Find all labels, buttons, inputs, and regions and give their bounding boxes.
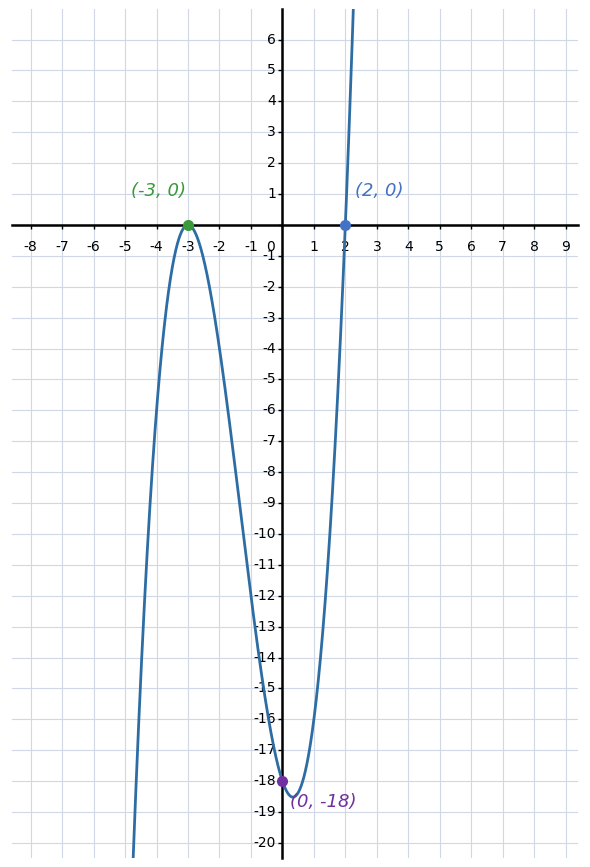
Text: -18: -18 — [254, 774, 276, 788]
Text: 3: 3 — [267, 125, 276, 140]
Text: -6: -6 — [87, 240, 100, 254]
Text: -20: -20 — [254, 836, 276, 850]
Text: (0, -18): (0, -18) — [290, 793, 357, 812]
Text: -2: -2 — [212, 240, 227, 254]
Text: 2: 2 — [341, 240, 350, 254]
Text: -3: -3 — [181, 240, 195, 254]
Text: -17: -17 — [254, 743, 276, 757]
Text: -7: -7 — [55, 240, 69, 254]
Text: -13: -13 — [254, 620, 276, 634]
Text: 8: 8 — [530, 240, 539, 254]
Text: -12: -12 — [254, 589, 276, 603]
Text: -16: -16 — [254, 713, 276, 727]
Text: 7: 7 — [499, 240, 507, 254]
Text: 6: 6 — [267, 33, 276, 47]
Text: 1: 1 — [309, 240, 319, 254]
Text: -3: -3 — [263, 310, 276, 324]
Text: (2, 0): (2, 0) — [355, 182, 404, 200]
Text: 9: 9 — [561, 240, 570, 254]
Text: 5: 5 — [267, 63, 276, 77]
Text: 4: 4 — [404, 240, 412, 254]
Text: -1: -1 — [263, 249, 276, 263]
Text: 1: 1 — [267, 187, 276, 201]
Text: -4: -4 — [263, 342, 276, 355]
Text: -8: -8 — [263, 465, 276, 479]
Text: -9: -9 — [263, 496, 276, 510]
Text: 2: 2 — [267, 156, 276, 170]
Text: 3: 3 — [372, 240, 381, 254]
Text: 4: 4 — [267, 95, 276, 108]
Text: 5: 5 — [435, 240, 444, 254]
Text: -6: -6 — [263, 403, 276, 417]
Text: -2: -2 — [263, 280, 276, 294]
Text: -11: -11 — [254, 557, 276, 572]
Text: -4: -4 — [150, 240, 163, 254]
Text: 0: 0 — [266, 240, 274, 254]
Text: -10: -10 — [254, 527, 276, 541]
Text: (-3, 0): (-3, 0) — [132, 182, 186, 200]
Text: 6: 6 — [467, 240, 476, 254]
Text: -14: -14 — [254, 650, 276, 664]
Text: -15: -15 — [254, 681, 276, 695]
Text: -1: -1 — [244, 240, 258, 254]
Text: -7: -7 — [263, 434, 276, 448]
Text: -5: -5 — [263, 373, 276, 387]
Text: -8: -8 — [24, 240, 38, 254]
Text: -19: -19 — [254, 805, 276, 819]
Text: -5: -5 — [118, 240, 132, 254]
